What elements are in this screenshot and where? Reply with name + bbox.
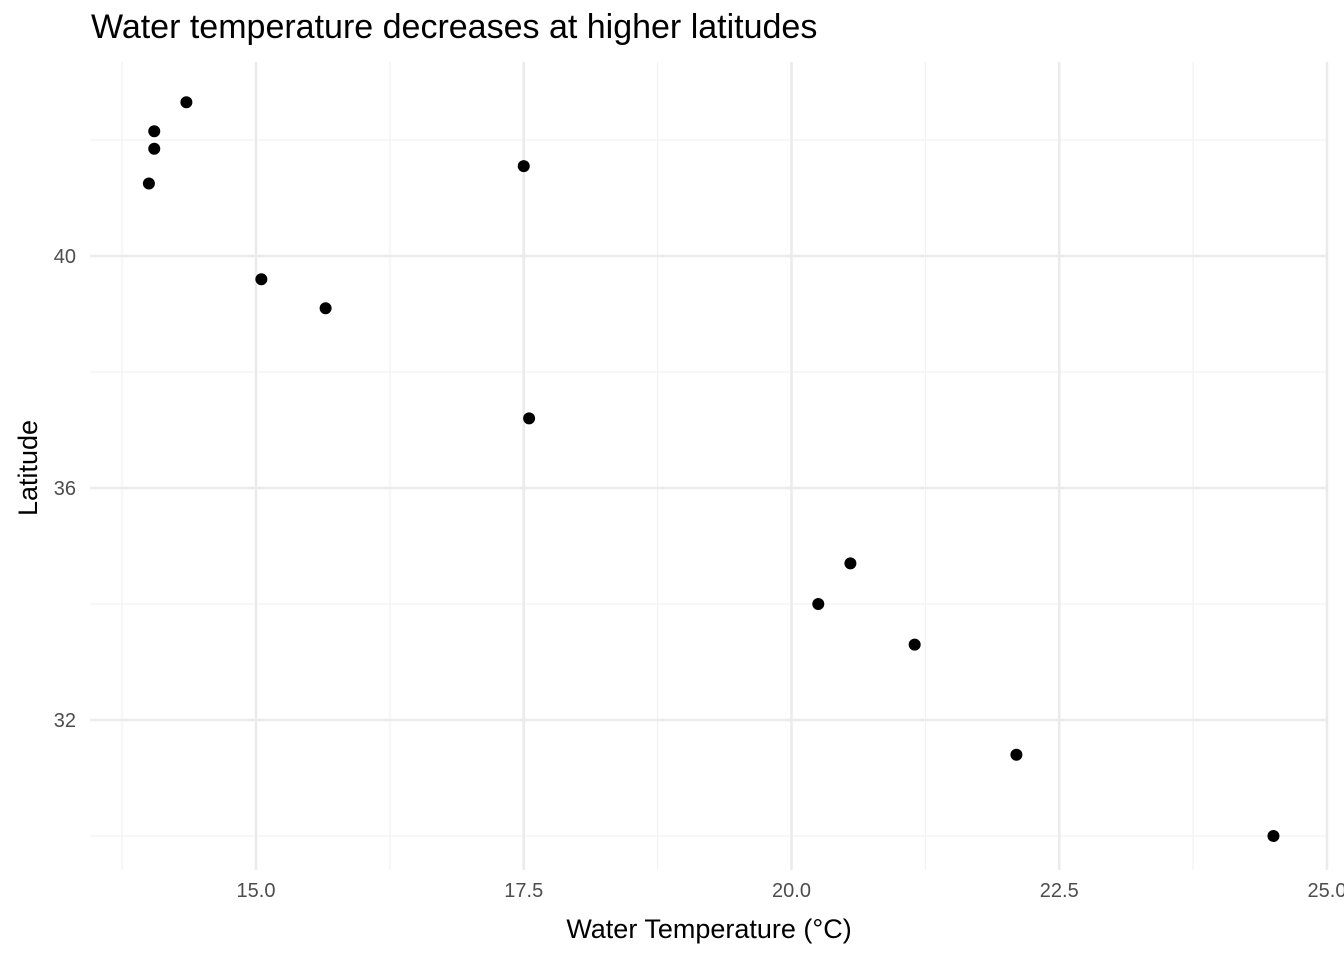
data-point xyxy=(1010,748,1023,761)
y-tick-label: 32 xyxy=(54,710,76,732)
minor-gridlines xyxy=(90,62,1327,870)
major-gridlines xyxy=(90,62,1329,870)
x-tick-label: 22.5 xyxy=(1040,880,1079,902)
data-point xyxy=(1267,830,1280,842)
x-tick-label: 20.0 xyxy=(772,880,811,902)
y-tick-label: 40 xyxy=(54,246,76,268)
y-tick-label: 36 xyxy=(54,478,76,500)
data-point xyxy=(148,125,161,138)
data-point xyxy=(142,177,155,190)
data-point xyxy=(523,412,536,425)
data-point xyxy=(148,142,161,155)
y-axis-title: Latitude xyxy=(13,420,43,516)
x-axis-tick-labels: 15.0 17.5 20.0 22.5 25.0 xyxy=(237,880,1344,902)
data-point xyxy=(908,638,921,651)
x-axis-title: Water Temperature (°C) xyxy=(566,914,851,944)
chart-title: Water temperature decreases at higher la… xyxy=(91,8,818,46)
data-point xyxy=(180,96,193,109)
x-tick-label: 25.0 xyxy=(1308,880,1344,902)
data-point xyxy=(319,302,332,315)
data-point xyxy=(255,273,268,286)
data-point xyxy=(812,598,825,610)
data-point xyxy=(517,160,530,173)
x-tick-label: 15.0 xyxy=(237,880,276,902)
y-axis-tick-labels: 32 36 40 xyxy=(54,246,76,732)
data-point xyxy=(844,557,857,570)
data-points xyxy=(142,96,1280,842)
x-tick-label: 17.5 xyxy=(504,880,543,902)
